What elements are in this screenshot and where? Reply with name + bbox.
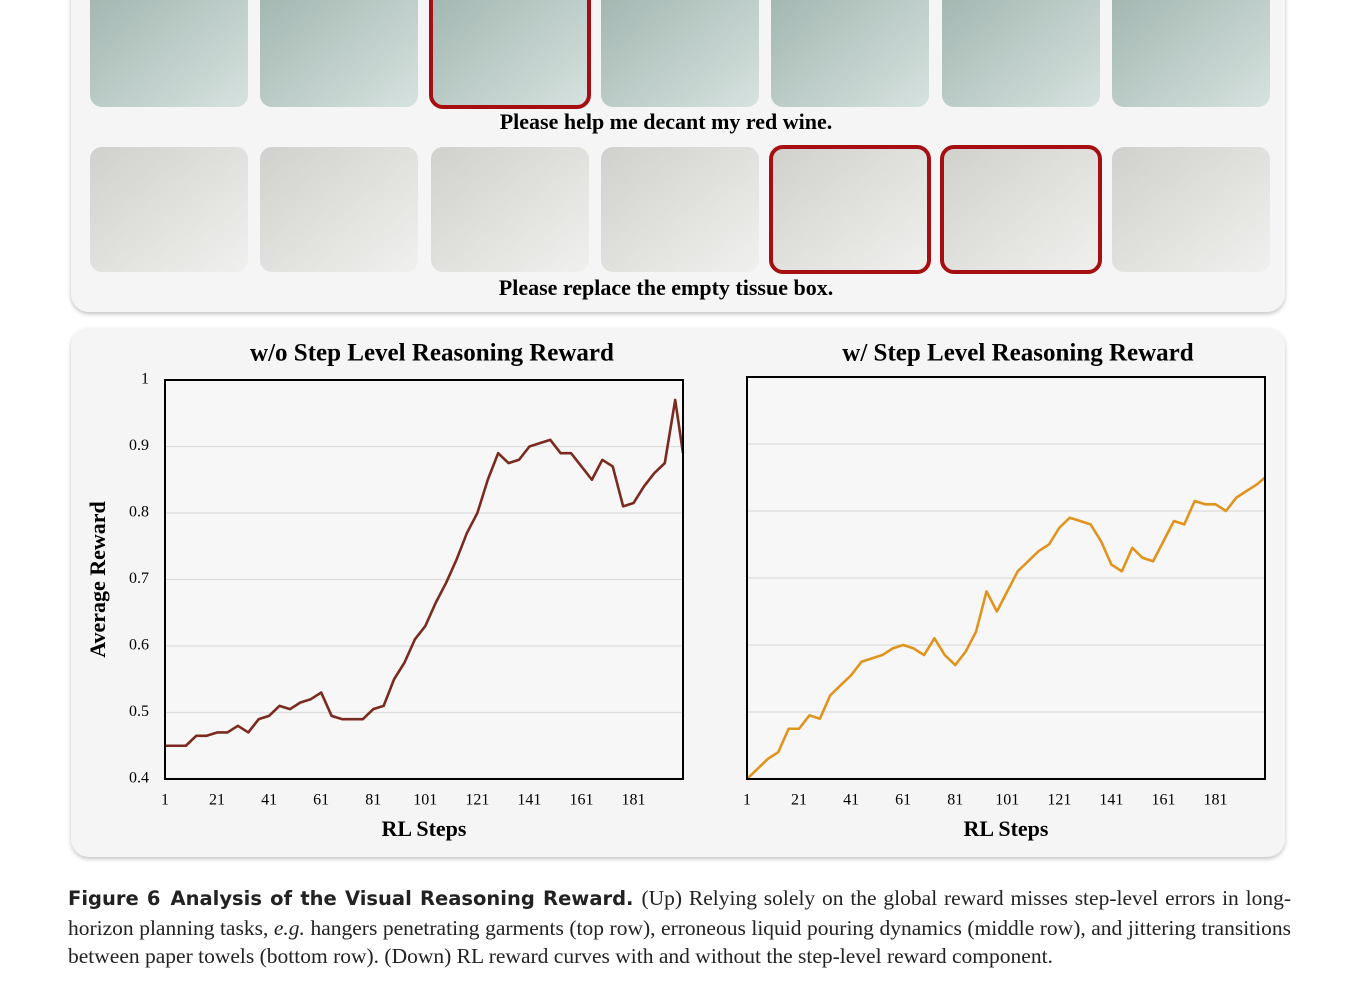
photo: [942, 0, 1100, 107]
caption-label: Figure 6: [68, 887, 161, 910]
line: [165, 398, 685, 748]
photo: [940, 145, 1102, 274]
caption-text: e.g.: [273, 915, 305, 940]
x-tick-label: 41: [843, 792, 859, 809]
y-tick-label: 1: [141, 371, 149, 388]
x-tick-label: 21: [209, 792, 225, 809]
photo: [769, 145, 931, 274]
caption-text: hangers penetrating garments (top row), …: [68, 915, 1291, 969]
x-tick-label: 81: [365, 792, 381, 809]
x-tick-label: 21: [791, 792, 807, 809]
caption-title: Analysis of the Visual Reasoning Reward.: [170, 887, 634, 910]
photo: [90, 147, 248, 272]
y-tick-label: 0.9: [129, 437, 149, 454]
y-tick-label: 0.5: [129, 703, 149, 720]
plot-frame: [746, 376, 1266, 780]
photo: [1112, 0, 1270, 107]
y-tick-label: 0.6: [129, 637, 149, 654]
x-tick-label: 41: [261, 792, 277, 809]
caption-text: (Up) Relying solely on the global reward…: [68, 886, 1292, 940]
row-caption: Please help me decant my red wine.: [500, 109, 833, 134]
y-axis-title: Average Reward: [85, 501, 110, 658]
photo: [601, 147, 759, 272]
x-tick-label: 61: [313, 792, 329, 809]
figure: Please help me decant my red wine. Pleas…: [71, 0, 1285, 857]
x-tick-label: 81: [947, 792, 963, 809]
x-tick-label: 1: [743, 792, 751, 809]
x-tick-label: 101: [413, 792, 437, 809]
charts: 0.40.50.60.70.80.911 21 41 61 81 101 121 141 161…: [85, 340, 1266, 841]
photo: [431, 147, 589, 272]
x-tick-label: 161: [1151, 792, 1175, 809]
x-tick-label: 181: [1204, 792, 1228, 809]
chart-title: w/ Step Level Reasoning Reward: [842, 340, 1193, 367]
y-tick-label: 0.8: [129, 504, 149, 521]
line: [746, 476, 1266, 780]
figure-caption: Figure 6 Analysis of the Visual Reasoning…: [68, 884, 1291, 971]
photo: [1112, 147, 1270, 272]
x-tick-label: 141: [517, 792, 541, 809]
x-tick-label: 121: [465, 792, 489, 809]
photo: [771, 0, 929, 107]
row-caption: Please replace the empty tissue box.: [499, 275, 833, 300]
x-tick-label: 161: [569, 792, 593, 809]
y-tick-label: 0.7: [129, 570, 149, 587]
x-tick-label: 141: [1099, 792, 1123, 809]
x-tick-label: 181: [622, 792, 646, 809]
plot-frame: [164, 379, 684, 780]
x-tick-label: 1: [161, 792, 169, 809]
x-tick-label: 101: [995, 792, 1019, 809]
photo-grid: [90, 0, 1270, 274]
x-tick-label: 121: [1047, 792, 1071, 809]
chart-title: w/o Step Level Reasoning Reward: [250, 340, 614, 367]
photo: [260, 147, 418, 272]
x-axis-title: RL Steps: [382, 816, 467, 841]
photo: [601, 0, 759, 107]
x-axis-title: RL Steps: [964, 816, 1049, 841]
y-tick-label: 0.4: [129, 770, 149, 787]
photo: [90, 0, 248, 107]
photo: [260, 0, 418, 107]
photo: [429, 0, 591, 109]
x-tick-label: 61: [895, 792, 911, 809]
